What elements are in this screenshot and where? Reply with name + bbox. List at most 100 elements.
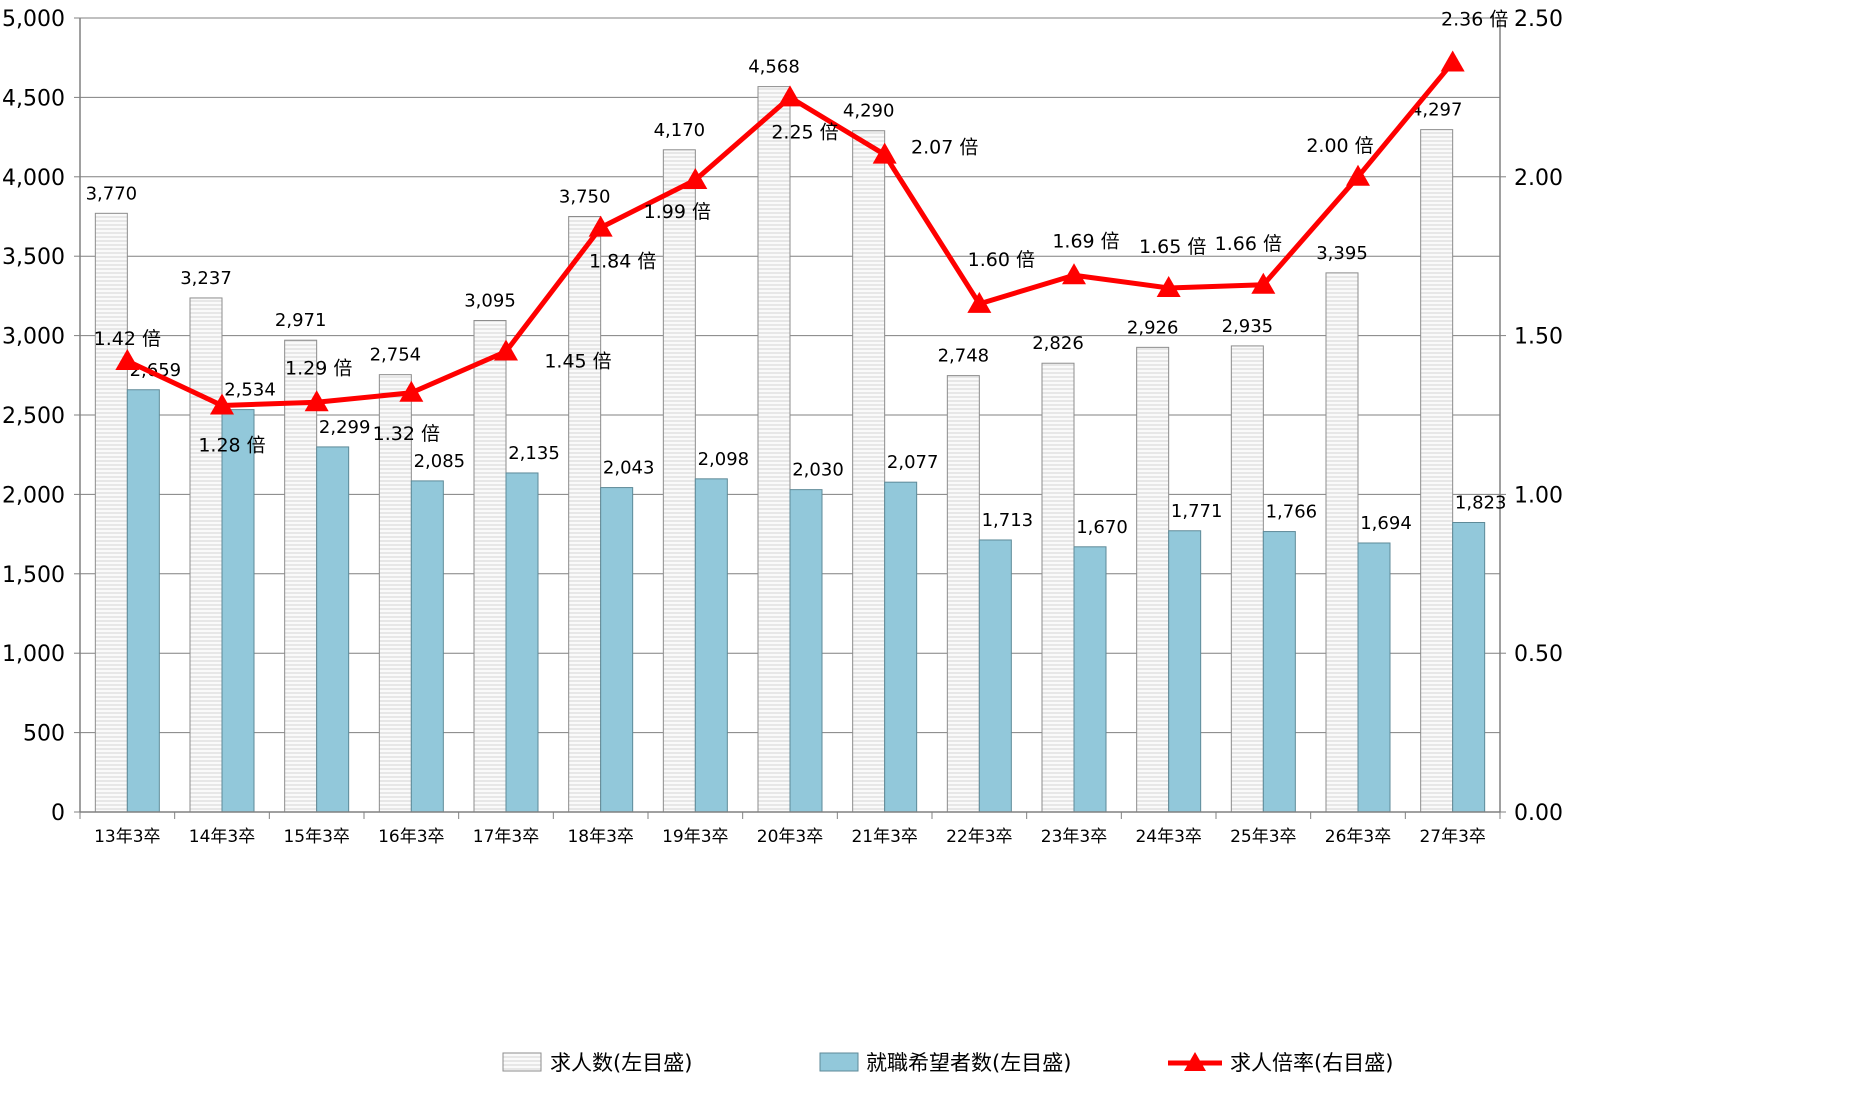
x-tick-label: 15年3卒 — [283, 827, 349, 847]
applicants-bar — [316, 446, 350, 813]
x-tick-label: 20年3卒 — [757, 827, 823, 847]
bar-data-labels: 3,770 3,237 2,971 2,754 3,095 3,750 4,170 4,568… — [86, 57, 1507, 538]
ratio-value-label: 1.66 倍 — [1215, 233, 1282, 255]
ratio-marker — [1156, 275, 1181, 297]
applicants-bar — [1073, 546, 1107, 813]
offers-bar — [473, 320, 507, 813]
applicants-bars — [126, 389, 1486, 813]
offers-bar — [1230, 345, 1264, 813]
x-tick-label: 16年3卒 — [378, 827, 444, 847]
offers-value-label: 2,754 — [370, 345, 422, 366]
offers-value-label: 2,748 — [938, 346, 990, 367]
ratio-value-label: 1.29 倍 — [285, 357, 352, 379]
right-tick-label: 2.50 — [1514, 7, 1563, 32]
ratio-marker — [1440, 50, 1465, 72]
ratio-marker — [967, 291, 992, 313]
legend-applicants-label: 就職希望者数(左目盛) — [866, 1051, 1071, 1075]
legend-offers-label: 求人数(左目盛) — [550, 1051, 692, 1075]
legend-offers-swatch — [502, 1052, 542, 1072]
left-tick-label: 4,500 — [2, 86, 65, 111]
ratio-marker — [778, 85, 802, 107]
right-tick-label: 0.50 — [1514, 642, 1563, 667]
x-tick-label: 25年3卒 — [1230, 827, 1296, 847]
left-tick-label: 500 — [23, 722, 65, 747]
ratio-value-label: 1.69 倍 — [1052, 230, 1119, 252]
ratio-marker — [115, 349, 140, 371]
offers-bar — [1136, 346, 1170, 813]
x-tick-label: 24年3卒 — [1135, 827, 1201, 847]
offers-bar — [757, 86, 791, 813]
left-tick-label: 2,000 — [2, 483, 65, 508]
ratio-marker — [304, 390, 329, 412]
x-tick-label: 14年3卒 — [189, 827, 255, 847]
offers-value-label: 3,237 — [180, 268, 232, 289]
applicants-bar — [1168, 530, 1202, 813]
left-tick-label: 0 — [51, 801, 65, 826]
offers-bar — [378, 374, 412, 813]
offers-bar — [852, 130, 886, 813]
ratio-value-label: 1.65 倍 — [1139, 236, 1206, 258]
applicants-value-label: 2,135 — [508, 443, 560, 464]
applicants-value-label: 2,030 — [792, 460, 844, 481]
applicants-bar — [1357, 542, 1391, 813]
applicants-bar — [410, 480, 444, 813]
offers-value-label: 3,395 — [1316, 243, 1368, 264]
offers-value-label: 4,290 — [843, 101, 895, 122]
left-tick-label: 3,500 — [2, 245, 65, 270]
offers-value-label: 2,926 — [1127, 317, 1179, 338]
ratio-marker — [683, 167, 708, 189]
applicants-value-label: 2,098 — [698, 449, 750, 470]
ratio-marker — [494, 339, 518, 361]
right-tick-label: 2.00 — [1514, 166, 1563, 191]
applicants-bar — [600, 487, 634, 813]
applicants-bar — [126, 389, 160, 813]
applicants-value-label: 1,694 — [1360, 513, 1412, 534]
applicants-value-label: 2,085 — [414, 451, 466, 472]
applicants-value-label: 2,659 — [130, 360, 182, 381]
ratio-value-label: 1.84 倍 — [589, 251, 656, 273]
offers-value-label: 4,568 — [748, 57, 800, 78]
right-tick-label: 1.50 — [1514, 325, 1563, 350]
offers-value-label: 4,297 — [1411, 100, 1463, 121]
offers-bar — [1041, 362, 1075, 813]
x-tick-label: 18年3卒 — [567, 827, 633, 847]
ratio-marker — [1346, 164, 1370, 186]
offers-value-label: 2,971 — [275, 310, 327, 331]
offers-bar — [568, 216, 602, 813]
x-tick-label: 23年3卒 — [1041, 827, 1107, 847]
x-axis-ticks: 13年3卒 14年3卒 15年3卒 16年3卒 17年3卒 18年3卒 19年3卒 20年3卒… — [94, 827, 1486, 847]
ratio-value-label: 2.36 倍 — [1441, 8, 1508, 30]
applicants-bar — [694, 478, 728, 813]
ratio-line-series — [115, 50, 1465, 415]
offers-bar — [284, 339, 318, 813]
offers-bar — [1325, 272, 1359, 813]
ratio-value-label: 1.45 倍 — [544, 350, 611, 372]
applicants-bar — [1452, 522, 1486, 813]
applicants-value-label: 2,299 — [319, 417, 371, 438]
applicants-value-label: 1,713 — [982, 510, 1034, 531]
ratio-marker — [210, 393, 234, 415]
x-tick-label: 27年3卒 — [1419, 827, 1485, 847]
offers-value-label: 3,770 — [86, 183, 138, 204]
legend: 求人数(左目盛) 就職希望者数(左目盛) 求人倍率(右目盛) — [502, 1051, 1393, 1075]
ratio-value-label: 1.60 倍 — [968, 249, 1035, 271]
applicants-value-label: 1,771 — [1171, 501, 1223, 522]
applicants-value-label: 1,766 — [1266, 502, 1318, 523]
x-tick-label: 13年3卒 — [94, 827, 160, 847]
left-axis-ticks: 0 500 1,000 1,500 2,000 2,500 3,000 3,500 4,000 4… — [2, 7, 65, 826]
left-tick-label: 2,500 — [2, 404, 65, 429]
right-axis-ticks: 0.00 0.50 1.00 1.50 2.00 2.50 — [1514, 7, 1563, 826]
applicants-bar — [884, 481, 918, 813]
applicants-value-label: 1,823 — [1455, 493, 1507, 514]
applicants-bar — [1262, 531, 1296, 813]
ratio-value-label: 1.42 倍 — [94, 328, 161, 350]
applicants-bar — [505, 472, 539, 813]
applicants-value-label: 2,534 — [224, 380, 276, 401]
right-tick-label: 1.00 — [1514, 483, 1563, 508]
offers-bar — [94, 212, 128, 813]
ratio-value-label: 1.28 倍 — [198, 434, 265, 456]
left-tick-label: 1,500 — [2, 563, 65, 588]
ratio-value-label: 1.32 倍 — [373, 423, 440, 445]
x-tick-label: 26年3卒 — [1325, 827, 1391, 847]
